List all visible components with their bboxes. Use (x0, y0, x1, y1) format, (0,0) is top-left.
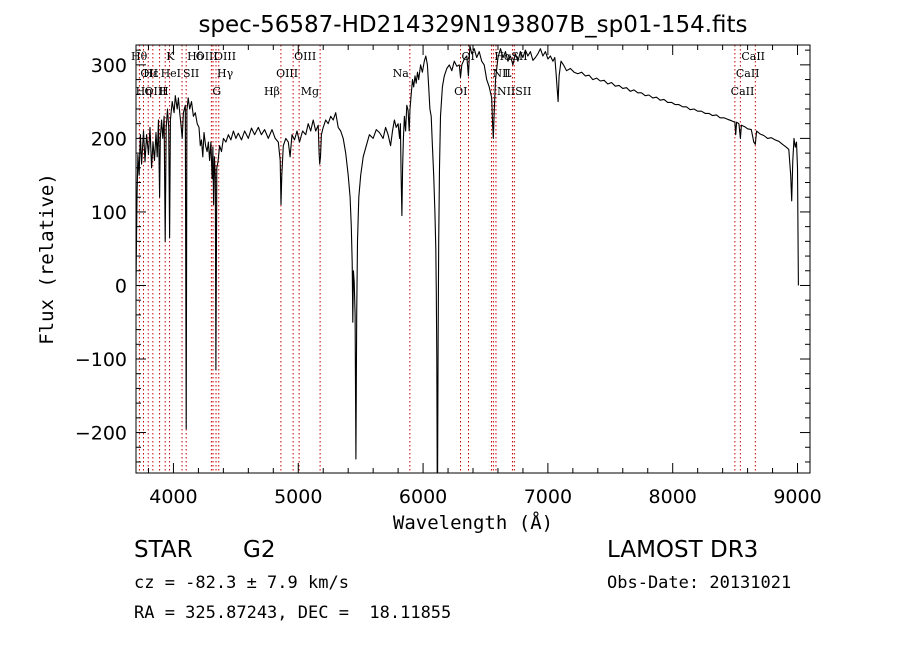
x-tick-label: 4000 (149, 486, 197, 508)
line-marker-label: OIII (294, 50, 316, 63)
line-marker-label: CaII (736, 67, 760, 80)
line-marker-label: Hγ (217, 67, 234, 80)
y-tick-label: −100 (75, 349, 127, 371)
line-marker-label: K (166, 50, 175, 63)
line-marker-label: OII (140, 67, 158, 80)
line-marker-label: Hε (143, 67, 159, 80)
y-tick-label: 100 (91, 202, 127, 224)
line-marker-label: SII (183, 67, 199, 80)
line-marker-label: NIISII (497, 85, 532, 98)
y-axis-label: Flux (relative) (36, 173, 58, 345)
line-marker-label: Na (393, 67, 410, 80)
x-tick-label: 8000 (649, 486, 697, 508)
chart-title: spec-56587-HD214329N193807B_sp01-154.fit… (198, 12, 747, 38)
line-marker-label: OI (454, 85, 467, 98)
line-marker-label: HeI (161, 67, 181, 80)
y-tick-label: −200 (75, 423, 127, 445)
line-marker-label: Hδ (187, 50, 204, 63)
line-marker-label: OIII (196, 50, 218, 63)
line-marker-label: CaII (741, 50, 765, 63)
x-tick-label: 7000 (524, 486, 572, 508)
line-marker-label: Mg (301, 85, 319, 98)
survey-label: LAMOST DR3 (607, 537, 759, 563)
line-marker-label: OIII (144, 85, 166, 98)
y-tick-label: 200 (91, 128, 127, 150)
x-axis-label: Wavelength (Å) (393, 511, 553, 534)
line-marker-label: Hθ (131, 50, 148, 63)
x-tick-label: 5000 (274, 486, 322, 508)
subclass-label: G2 (243, 537, 276, 563)
line-marker-label: G (212, 85, 221, 98)
line-marker-label: Hη (136, 85, 152, 98)
redshift-text: cz = -82.3 ± 7.9 km/s (134, 573, 349, 593)
y-tick-label: 300 (91, 55, 127, 77)
line-marker-label: Hβ (264, 85, 280, 98)
line-marker-label: L (504, 67, 512, 80)
line-marker-label: OIII (276, 67, 298, 80)
x-tick-label: 9000 (773, 486, 821, 508)
obs-date-text: Obs-Date: 20131021 (607, 573, 792, 593)
y-tick-label: 0 (115, 275, 127, 297)
spectrum-line (136, 45, 799, 473)
coordinates-text: RA = 325.87243, DEC = 18.11855 (134, 603, 452, 623)
line-marker-label: OIII (214, 50, 236, 63)
object-type-label: STAR (134, 537, 193, 563)
plot-frame (135, 44, 811, 474)
x-tick-label: 6000 (399, 486, 447, 508)
line-marker-label: CaII (731, 85, 755, 98)
line-marker-label: H (159, 85, 169, 98)
